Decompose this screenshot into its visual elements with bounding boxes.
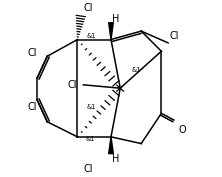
Text: H: H xyxy=(112,155,119,164)
Text: &1: &1 xyxy=(131,67,140,73)
Polygon shape xyxy=(109,23,113,39)
Polygon shape xyxy=(109,137,113,154)
Text: &1: &1 xyxy=(87,104,96,110)
Text: Cl: Cl xyxy=(170,31,179,41)
Text: O: O xyxy=(178,125,186,135)
Text: H: H xyxy=(112,14,119,24)
Text: Cl: Cl xyxy=(67,80,77,90)
Text: Cl: Cl xyxy=(27,48,37,58)
Text: &1: &1 xyxy=(86,136,95,142)
Text: Cl: Cl xyxy=(27,102,37,112)
Text: &1: &1 xyxy=(87,33,96,39)
Text: Cl: Cl xyxy=(84,3,93,13)
Text: Cl: Cl xyxy=(84,164,93,174)
